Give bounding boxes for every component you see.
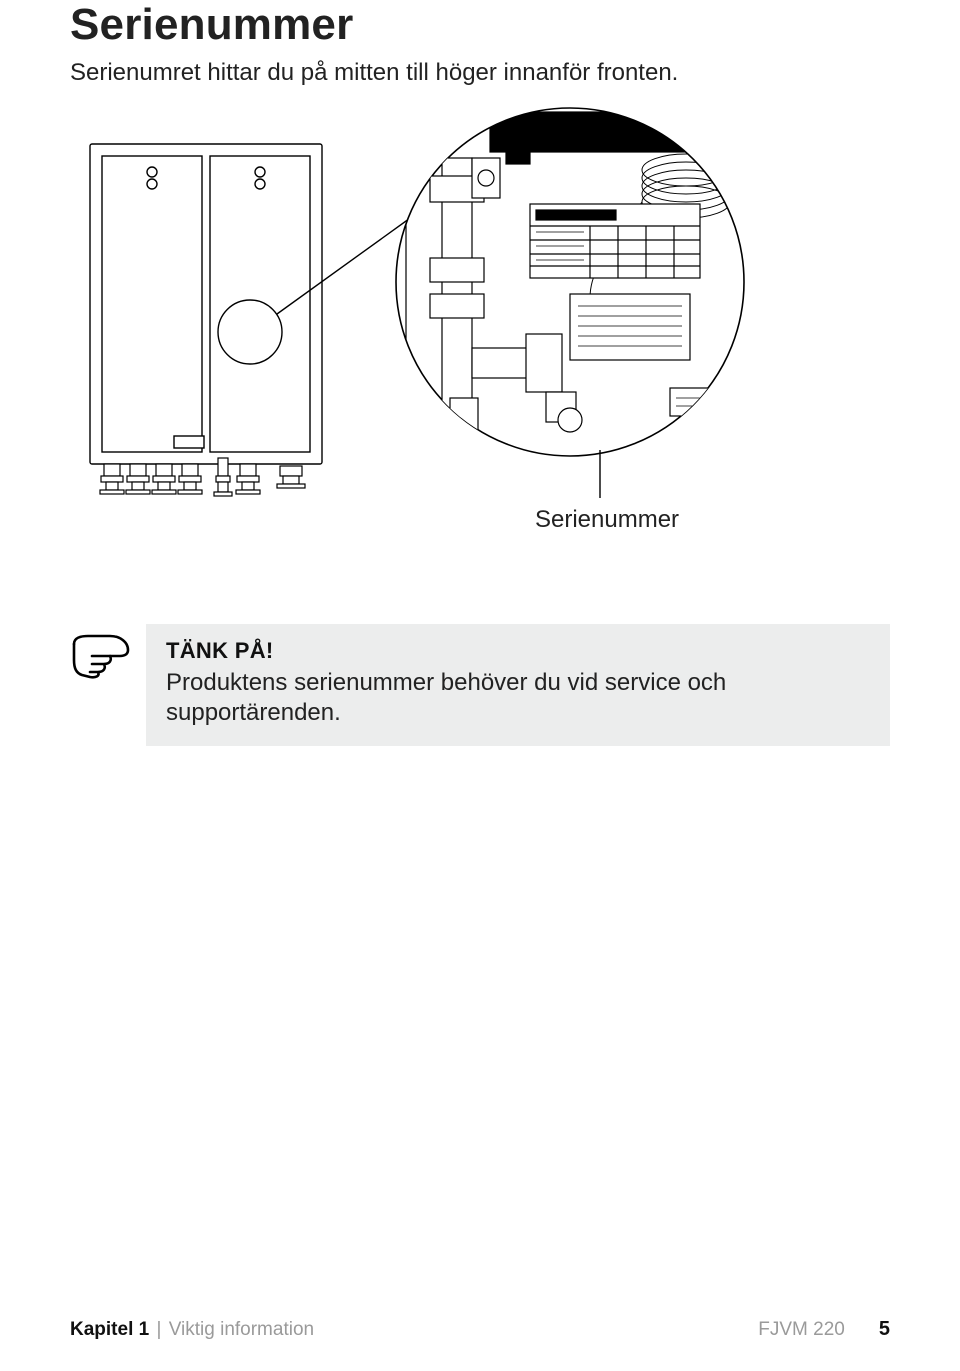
page-footer: Kapitel 1 | Viktig information FJVM 220 … <box>70 1318 890 1341</box>
footer-separator: | <box>156 1319 161 1340</box>
callout-title: TÄNK PÅ! <box>166 638 870 664</box>
hand-pointing-icon <box>70 630 132 680</box>
footer-page-number: 5 <box>879 1318 890 1341</box>
figure: Serienummer <box>70 98 890 598</box>
footer-section: Viktig information <box>169 1319 314 1340</box>
intro-text: Serienumret hittar du på mitten till hög… <box>70 58 890 88</box>
callout-box: TÄNK PÅ! Produktens serienummer behöver … <box>146 624 890 746</box>
callout-body: Produktens serienummer behöver du vid se… <box>166 668 870 728</box>
footer-chapter: Kapitel 1 <box>70 1319 149 1340</box>
footer-model: FJVM 220 <box>758 1319 845 1341</box>
nameplate <box>530 204 700 278</box>
page-heading: Serienummer <box>70 0 890 50</box>
figure-label: Serienummer <box>535 506 679 534</box>
product-diagram <box>70 98 890 598</box>
